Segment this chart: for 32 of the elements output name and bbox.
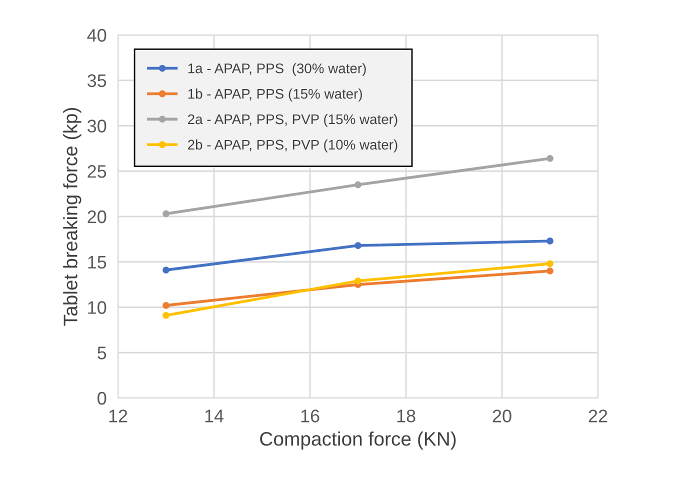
y-tick-label: 25 [88, 165, 106, 178]
x-tick-label: 14 [205, 410, 224, 422]
y-tick-label: 20 [88, 210, 106, 224]
x-tick-label: 22 [588, 410, 608, 422]
point [546, 238, 554, 244]
point [354, 242, 362, 250]
point [354, 181, 362, 188]
y-tick-label: 15 [88, 256, 106, 269]
point [162, 302, 170, 309]
y-tick-label: 40 [87, 28, 106, 42]
point [162, 266, 170, 274]
x-tick-label: 16 [301, 410, 320, 422]
point [162, 312, 170, 319]
point [546, 267, 554, 274]
legend-label: 2a - APAP, PPS, PVP (15% water) [188, 114, 398, 127]
x-axis-title: Compaction force (KN) [260, 432, 456, 450]
x-tick-label: 12 [109, 410, 128, 422]
y-tick-label: 10 [88, 301, 106, 314]
legend-label: 1b - APAP, PPS (15% water) [188, 88, 362, 102]
point [162, 210, 170, 218]
x-tick-label: 18 [397, 410, 416, 422]
y-tick-label: 30 [87, 120, 106, 132]
y-tick-label: 0 [98, 392, 106, 405]
point [354, 277, 362, 284]
x-tick-label: 20 [492, 410, 512, 422]
legend-label: 1a - APAP, PPS (30% water) [188, 63, 366, 76]
point [546, 260, 554, 268]
y-tick-label: 35 [87, 74, 106, 88]
legend-label: 2b - APAP, PPS, PVP (10% water) [188, 139, 398, 152]
point [546, 154, 554, 162]
y-axis-title: Tablet breaking force (kp) [63, 108, 82, 326]
y-tick-label: 5 [98, 346, 106, 360]
